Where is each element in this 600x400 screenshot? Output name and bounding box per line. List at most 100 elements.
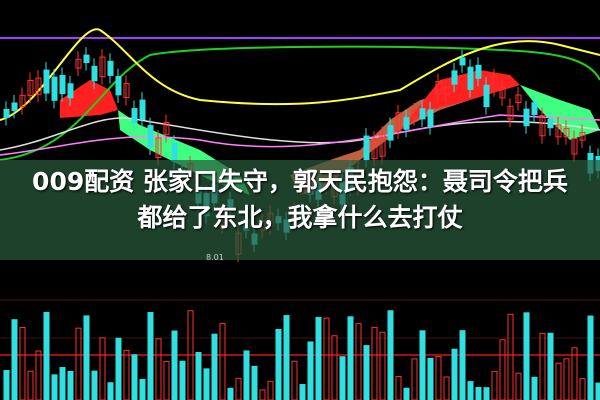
volume-bar	[67, 370, 74, 400]
volume-bar	[387, 310, 394, 400]
volume-bar	[475, 386, 482, 400]
candle-body	[123, 83, 130, 98]
volume-bar	[419, 330, 426, 400]
volume-bar	[579, 378, 586, 400]
volume-bar	[443, 376, 450, 400]
volume-bar	[355, 323, 362, 400]
volume-bar	[539, 332, 546, 400]
volume-bar	[435, 356, 442, 400]
candle-body	[443, 86, 450, 95]
candle-body	[451, 70, 458, 85]
candle-body	[435, 81, 442, 95]
candle-body	[579, 132, 586, 141]
volume-bar	[267, 380, 274, 400]
volume-bar	[307, 341, 314, 400]
title-line-1: 009配资 张家口失守，郭天民抱怨：聂司令把兵	[32, 167, 568, 196]
volume-bar	[163, 360, 170, 400]
volume-bar	[595, 382, 600, 400]
candle-body	[3, 108, 10, 119]
candle-body	[499, 87, 506, 99]
volume-bar	[227, 387, 234, 400]
volume-bar	[235, 377, 242, 400]
candle-body	[371, 138, 378, 160]
candle-body	[483, 84, 490, 108]
volume-bar	[11, 319, 18, 400]
candle-body	[155, 137, 162, 158]
volume-bar	[403, 387, 410, 400]
candle-body	[59, 75, 66, 95]
volume-bar	[339, 356, 346, 400]
volume-bar	[323, 317, 330, 400]
candle-body	[139, 99, 146, 120]
volume-bar	[83, 315, 90, 400]
candle-body	[83, 54, 90, 64]
volume-bar	[299, 384, 306, 400]
volume-bar	[363, 345, 370, 400]
candle-body	[171, 142, 178, 163]
volume-bar	[171, 330, 178, 400]
candle-body	[99, 56, 106, 78]
volume-bar	[571, 347, 578, 400]
candle-body	[43, 69, 50, 94]
volume-bar	[587, 315, 594, 400]
candle-body	[27, 79, 34, 96]
volume-bar	[483, 387, 490, 400]
title-overlay	[0, 160, 600, 260]
volume-bar	[3, 369, 10, 400]
volume-bar	[563, 358, 570, 400]
candle-body	[115, 76, 122, 96]
candle-body	[395, 112, 402, 132]
volume-bar	[515, 372, 522, 400]
candle-body	[163, 122, 170, 135]
volume-bar	[19, 326, 26, 400]
candle-body	[507, 105, 514, 120]
volume-bar	[379, 331, 386, 400]
low-price-label: 8.01	[206, 253, 224, 262]
volume-bar	[395, 376, 402, 400]
volume-bar	[459, 330, 466, 400]
candle-body	[419, 108, 426, 120]
candle-body	[67, 83, 74, 99]
volume-bar	[219, 323, 226, 400]
volume-bar	[43, 311, 50, 400]
candle-body	[523, 108, 530, 127]
volume-bar	[139, 378, 146, 400]
candle-body	[563, 127, 570, 138]
candle-body	[379, 133, 386, 157]
volume-bar	[427, 357, 434, 400]
volume-bar	[523, 312, 530, 400]
title-line-2: 都给了东北，我拿什么去打仗	[137, 203, 463, 232]
candle-body	[491, 76, 498, 90]
candle-body	[75, 58, 82, 69]
grid-lines	[0, 299, 600, 356]
volume-bar	[179, 360, 186, 400]
volume-bar	[331, 335, 338, 400]
candle-body	[427, 109, 434, 128]
volume-bar	[347, 316, 354, 400]
volume-bar	[291, 360, 298, 400]
volume-bar	[467, 381, 474, 400]
volume-bar	[315, 317, 322, 400]
candle-body	[555, 124, 562, 138]
candle-body	[571, 137, 578, 155]
volume-bar	[547, 332, 554, 400]
candle-body	[467, 66, 474, 90]
volume-bar	[155, 338, 162, 400]
volume-bar	[507, 313, 514, 400]
candle-body	[539, 115, 546, 137]
candle-body	[531, 102, 538, 116]
volume-bar	[275, 328, 282, 400]
volume-bar	[131, 354, 138, 400]
volume-bar	[531, 376, 538, 400]
candle-body	[387, 125, 394, 141]
volume-bar	[147, 312, 154, 400]
candle-body	[51, 76, 58, 101]
volume-bar	[59, 367, 66, 400]
volume-bar	[243, 350, 250, 400]
ribbon-red-1	[60, 80, 118, 118]
candle-body	[363, 135, 370, 161]
candle-body	[11, 102, 18, 111]
volume-bar	[411, 358, 418, 400]
volume-bar	[51, 374, 58, 400]
candle-body	[107, 60, 114, 76]
